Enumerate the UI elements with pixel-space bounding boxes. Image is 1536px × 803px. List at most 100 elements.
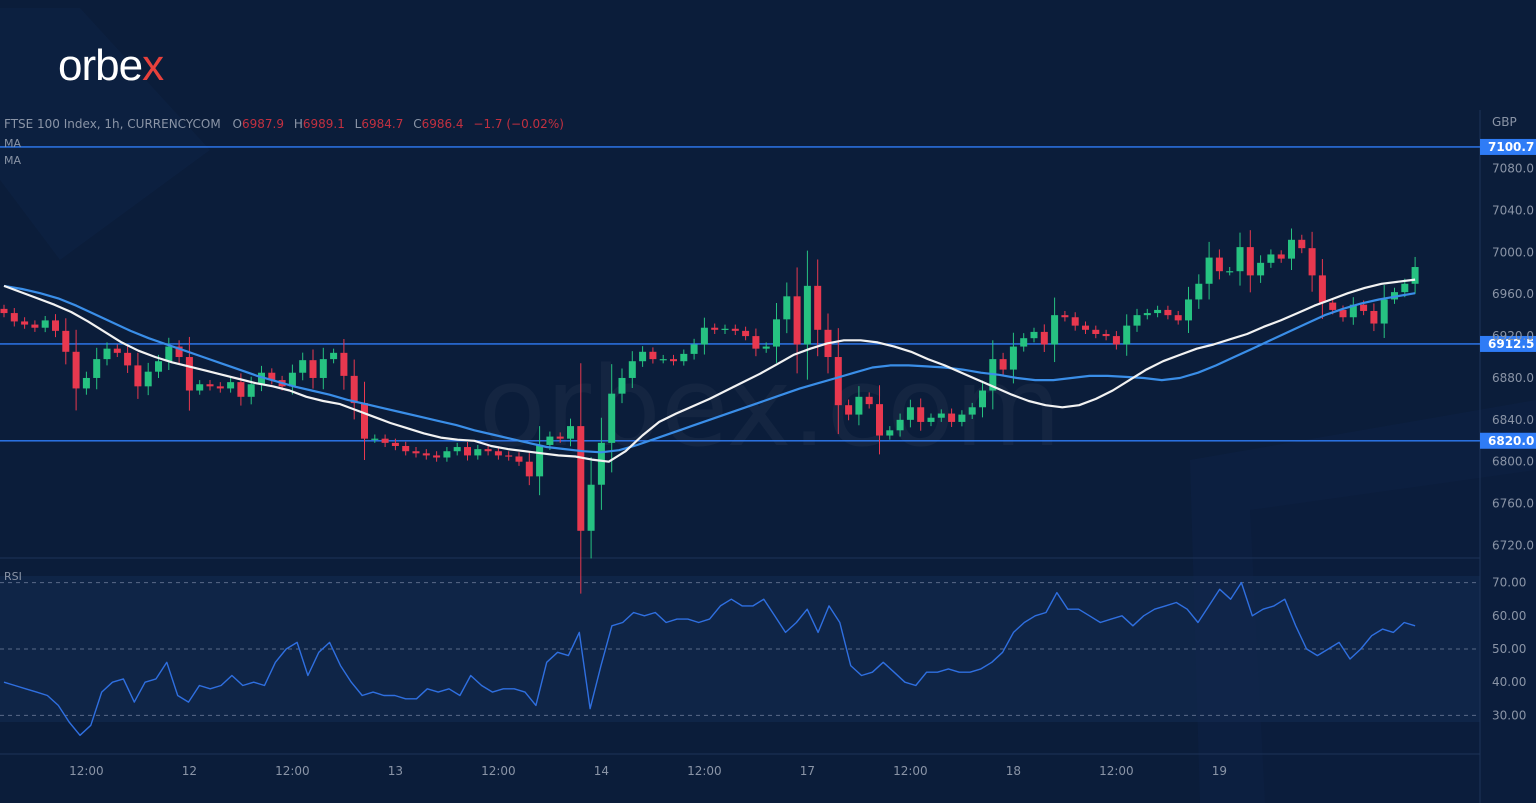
rsi-line <box>3 581 1416 736</box>
candle-body <box>1401 283 1409 293</box>
candle-body <box>1277 254 1285 259</box>
candle-body <box>762 346 770 349</box>
orbex-logo: orbex <box>58 40 164 92</box>
candle-body <box>1174 315 1182 321</box>
candle-body <box>773 319 780 347</box>
candle-body <box>680 353 688 362</box>
candle-body <box>587 484 595 531</box>
candle-body <box>1020 338 1028 347</box>
legend-close-label: C <box>413 117 421 131</box>
candle-body <box>597 442 605 485</box>
level-tag <box>1480 138 1536 155</box>
candle-body <box>876 404 883 436</box>
candle-body <box>1040 331 1048 345</box>
candle-body <box>1246 247 1254 276</box>
time-tick-label: 12 <box>182 764 197 778</box>
legend-low-label: L <box>355 117 362 131</box>
legend-ma-1[interactable]: MA <box>4 137 21 150</box>
candle-body <box>639 351 647 362</box>
time-axis[interactable]: 12:00 12 12:00 13 12:00 14 12:00 17 12:00 18 12:00… <box>69 764 1227 778</box>
candle-body <box>165 346 173 362</box>
level-tag <box>1480 432 1536 449</box>
candle-body <box>556 436 564 439</box>
candle-body <box>505 455 513 457</box>
candle-body <box>1030 331 1038 339</box>
legend-ma-2[interactable]: MA <box>4 154 21 167</box>
candle-body <box>402 446 410 452</box>
candle-body <box>1226 271 1234 273</box>
candle-body <box>155 361 162 372</box>
candle-body <box>340 352 348 376</box>
candle-body <box>227 382 235 389</box>
support-resistance-levels: 7100.7 6912.5 6820.0 <box>0 138 1536 449</box>
candle-body <box>1349 304 1357 318</box>
candle-body <box>216 386 224 389</box>
candle-body <box>93 359 101 378</box>
watermark-text: orbex.com <box>478 343 1061 471</box>
candle-body <box>299 360 307 373</box>
candle-body <box>196 384 204 391</box>
legend-low-value: 6984.7 <box>361 117 403 131</box>
price-tick-label: 6800.0 <box>1492 455 1534 469</box>
candle-body <box>628 361 636 378</box>
time-tick-label: 19 <box>1212 764 1227 778</box>
price-axis[interactable]: 7080.0 7040.0 7000.0 6960.0 6920.0 6880.0 6840… <box>1492 162 1534 553</box>
moving-averages <box>3 278 1416 463</box>
candle-body <box>124 352 132 366</box>
candle-body <box>1185 299 1192 321</box>
candle-body <box>670 359 677 362</box>
candle-body <box>52 320 59 331</box>
candle-body <box>113 348 121 353</box>
candle-body <box>453 447 461 452</box>
candlesticks <box>0 228 1419 594</box>
level-value: 6912.5 <box>1488 337 1534 351</box>
candle-body <box>1102 334 1110 337</box>
price-tick-label: 7040.0 <box>1492 203 1534 217</box>
candle-body <box>1082 325 1089 330</box>
time-tick-label: 13 <box>388 764 403 778</box>
candle-body <box>330 352 338 360</box>
candle-body <box>134 365 142 387</box>
grid-lines <box>0 110 1481 803</box>
price-tick-label: 6960.0 <box>1492 287 1534 301</box>
candle-body <box>525 461 533 477</box>
candle-body <box>948 413 956 422</box>
legend-symbol-name: FTSE 100 Index, 1h, CURRENCYCOM <box>4 117 221 131</box>
candle-body <box>1411 267 1419 284</box>
ma-fast-line <box>3 278 1416 463</box>
candle-body <box>1071 317 1079 326</box>
candle-body <box>175 346 183 358</box>
price-tick-label: 6760.0 <box>1492 497 1534 511</box>
price-tick-label: 6840.0 <box>1492 413 1534 427</box>
candle-body <box>268 372 276 381</box>
candle-body <box>711 327 719 330</box>
legend-open-value: 6987.9 <box>242 117 284 131</box>
candle-body <box>62 330 70 352</box>
candle-body <box>371 438 379 440</box>
time-tick-label: 12:00 <box>275 764 310 778</box>
candle-body <box>855 396 863 415</box>
candle-body <box>350 375 358 404</box>
candle-body <box>41 320 49 328</box>
candle-body <box>659 359 667 361</box>
candle-body <box>567 426 574 439</box>
price-tick-label: 6720.0 <box>1492 538 1534 552</box>
candle-body <box>443 451 451 458</box>
candle-body <box>1215 257 1223 272</box>
legend-open-label: O <box>233 117 242 131</box>
candle-body <box>82 377 90 389</box>
candle-body <box>474 449 482 456</box>
legend-close-value: 6986.4 <box>422 117 464 131</box>
candle-body <box>803 285 811 345</box>
candle-body <box>1257 262 1265 276</box>
candle-body <box>1329 302 1337 310</box>
candle-body <box>1154 309 1162 314</box>
candle-body <box>72 351 80 389</box>
candle-body <box>1236 247 1244 272</box>
price-tick-label: 7080.0 <box>1492 162 1534 176</box>
candle-body <box>999 359 1007 370</box>
candle-body <box>927 417 935 422</box>
candle-body <box>144 371 152 387</box>
